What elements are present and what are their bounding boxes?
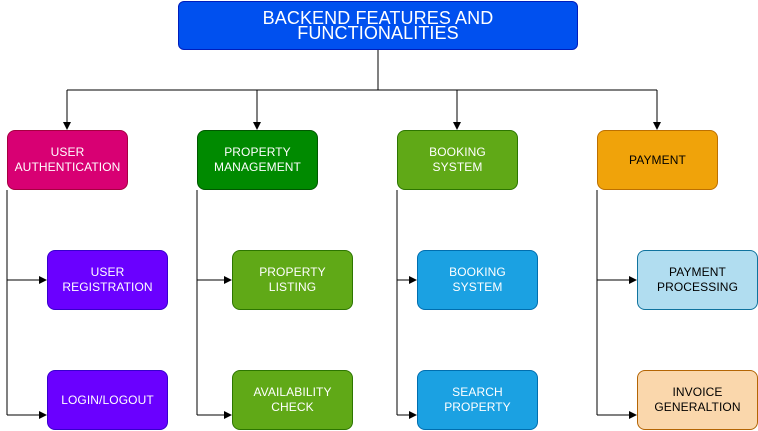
node-search-property: SEARCH PROPERTY bbox=[417, 370, 538, 430]
arrowhead-property-management bbox=[253, 122, 261, 130]
arrowhead-user-authentication bbox=[63, 122, 71, 130]
arrowhead-booking-system bbox=[453, 122, 461, 130]
arrowhead-search-property bbox=[409, 411, 417, 419]
node-payment: PAYMENT bbox=[597, 130, 718, 190]
node-user-authentication: USER AUTHENTICATION bbox=[7, 130, 128, 190]
arrowhead-user-registration bbox=[39, 276, 47, 284]
arrowhead-availability-check bbox=[224, 411, 232, 419]
node-invoice-generaltion: INVOICE GENERALTION bbox=[637, 370, 758, 430]
node-booking-system: BOOKING SYSTEM bbox=[417, 250, 538, 310]
node-user-registration: USER REGISTRATION bbox=[47, 250, 168, 310]
node-payment-processing: PAYMENT PROCESSING bbox=[637, 250, 758, 310]
arrowhead-login-logout bbox=[39, 411, 47, 419]
arrowhead-booking-system bbox=[409, 276, 417, 284]
node-login-logout: LOGIN/LOGOUT bbox=[47, 370, 168, 430]
arrowhead-invoice-generaltion bbox=[629, 411, 637, 419]
node-property-management: PROPERTY MANAGEMENT bbox=[197, 130, 318, 190]
node-availability-check: AVAILABILITY CHECK bbox=[232, 370, 353, 430]
arrowhead-payment-processing bbox=[629, 276, 637, 284]
arrowhead-property-listing bbox=[224, 276, 232, 284]
diagram-title: BACKEND FEATURES AND FUNCTIONALITIES bbox=[178, 1, 578, 50]
arrowhead-payment bbox=[653, 122, 661, 130]
node-property-listing: PROPERTY LISTING bbox=[232, 250, 353, 310]
node-booking-system: BOOKING SYSTEM bbox=[397, 130, 518, 190]
